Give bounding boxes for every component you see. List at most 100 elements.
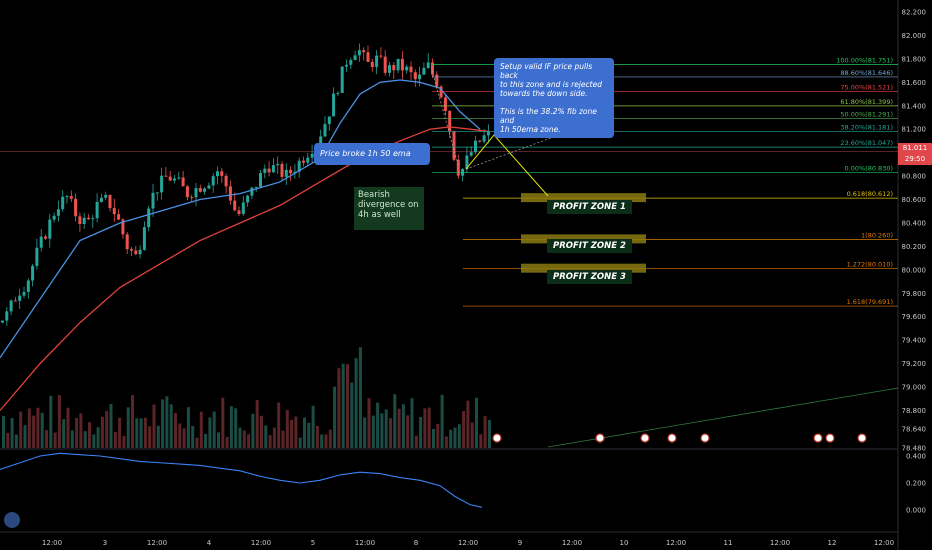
candle: [95, 201, 99, 219]
event-marker-icon: [595, 433, 605, 443]
candle: [478, 140, 482, 142]
volume-bar: [281, 430, 285, 448]
candle: [13, 300, 17, 302]
candle: [224, 175, 228, 187]
volume-bar: [320, 434, 324, 448]
volume-bar: [341, 363, 345, 448]
bearish-divergence-note[interactable]: Bearish divergence on 4h as well: [354, 187, 424, 230]
candle: [379, 55, 383, 57]
volume-bar: [27, 408, 31, 448]
candle: [336, 92, 340, 94]
volume-bar: [62, 419, 66, 448]
candle: [190, 197, 194, 199]
ema-break-note[interactable]: Price broke 1h 50 ema: [314, 143, 430, 165]
profit-zone-3-label: PROFIT ZONE 3: [547, 270, 632, 284]
tradingview-logo-icon[interactable]: [4, 512, 20, 528]
volume-bar: [436, 423, 440, 448]
candle: [323, 124, 327, 137]
volume-bar: [105, 410, 109, 448]
oscillator-axis-label: 0.200: [906, 480, 926, 488]
candle: [91, 218, 95, 220]
candle: [435, 74, 439, 87]
volume-bar: [479, 434, 483, 448]
volume-bar: [260, 415, 263, 448]
volume-bar: [6, 432, 10, 448]
candle: [246, 195, 250, 203]
long-trend-line: [547, 387, 899, 448]
volume-bar: [109, 403, 113, 448]
candle: [198, 188, 202, 192]
candle: [160, 175, 164, 193]
time-axis-label: 12:00: [355, 539, 375, 547]
volume-bar: [432, 428, 435, 448]
candle: [259, 172, 262, 187]
candle: [185, 186, 189, 198]
event-marker-icon: [700, 433, 710, 443]
candle: [289, 169, 293, 174]
volume-bar: [182, 428, 186, 448]
candle: [280, 163, 284, 177]
candle: [413, 72, 417, 80]
fib-level-label: 61.80%(81.399): [840, 98, 893, 106]
volume-bar: [174, 413, 177, 448]
candle: [486, 131, 490, 136]
volume-bar: [79, 413, 83, 448]
candle: [431, 62, 434, 75]
profit-zone-box: [521, 234, 646, 244]
candle: [31, 265, 35, 281]
setup-note[interactable]: Setup valid IF price pulls back to this …: [494, 58, 614, 138]
candle: [383, 56, 387, 73]
fib-extension-label: 0.618(80.612): [847, 190, 893, 198]
ema-slow-line: [0, 126, 491, 411]
time-axis-label: 12:00: [458, 539, 478, 547]
volume-bar: [204, 433, 208, 448]
oscillator-axis-label: 0.400: [906, 453, 926, 461]
candle: [474, 140, 477, 153]
time-axis-label: 12:00: [770, 539, 790, 547]
volume-bar: [272, 427, 276, 448]
price-axis-label: 79.600: [902, 313, 927, 321]
volume-bar: [419, 416, 423, 448]
volume-bar: [208, 417, 212, 448]
volume-bar: [191, 425, 195, 448]
candle: [366, 52, 370, 62]
event-marker-icon: [667, 433, 677, 443]
volume-bar: [393, 394, 397, 448]
fib-level-label: 23.60%(81.047): [840, 139, 893, 147]
volume-bar: [83, 431, 87, 448]
candle: [108, 194, 112, 209]
fib-extension-label: 1(80.260): [861, 231, 893, 239]
candle: [130, 249, 133, 251]
candle: [400, 58, 404, 71]
event-marker-icon: [492, 433, 502, 443]
candle: [332, 93, 336, 117]
time-axis-label: 10: [620, 539, 629, 547]
volume-bar: [380, 413, 384, 448]
time-axis-label: 8: [414, 539, 418, 547]
volume-bar: [311, 405, 315, 448]
volume-bar: [389, 418, 392, 448]
volume-bar: [315, 425, 319, 448]
candle: [164, 175, 168, 177]
volume-bar: [96, 427, 100, 448]
volume-bar: [135, 418, 139, 448]
volume-bar: [333, 386, 337, 448]
volume-bar: [126, 407, 130, 448]
price-axis-label: 80.200: [902, 243, 927, 251]
volume-bar: [466, 400, 470, 448]
price-axis-label: 80.800: [902, 173, 927, 181]
volume-bar: [234, 408, 238, 448]
volume-bar: [221, 397, 225, 448]
volume-bar: [264, 425, 268, 448]
candle: [482, 135, 486, 142]
volume-bar: [139, 418, 143, 448]
candle: [173, 178, 176, 181]
bar-countdown: 29:50: [904, 155, 926, 163]
price-axis-label: 78.480: [902, 445, 927, 453]
fib-extension-label: 1.618(79.691): [847, 298, 893, 306]
volume-bar: [186, 407, 190, 448]
candle: [22, 291, 26, 296]
price-axis-label: 81.200: [902, 126, 927, 134]
volume-bar: [440, 394, 444, 448]
